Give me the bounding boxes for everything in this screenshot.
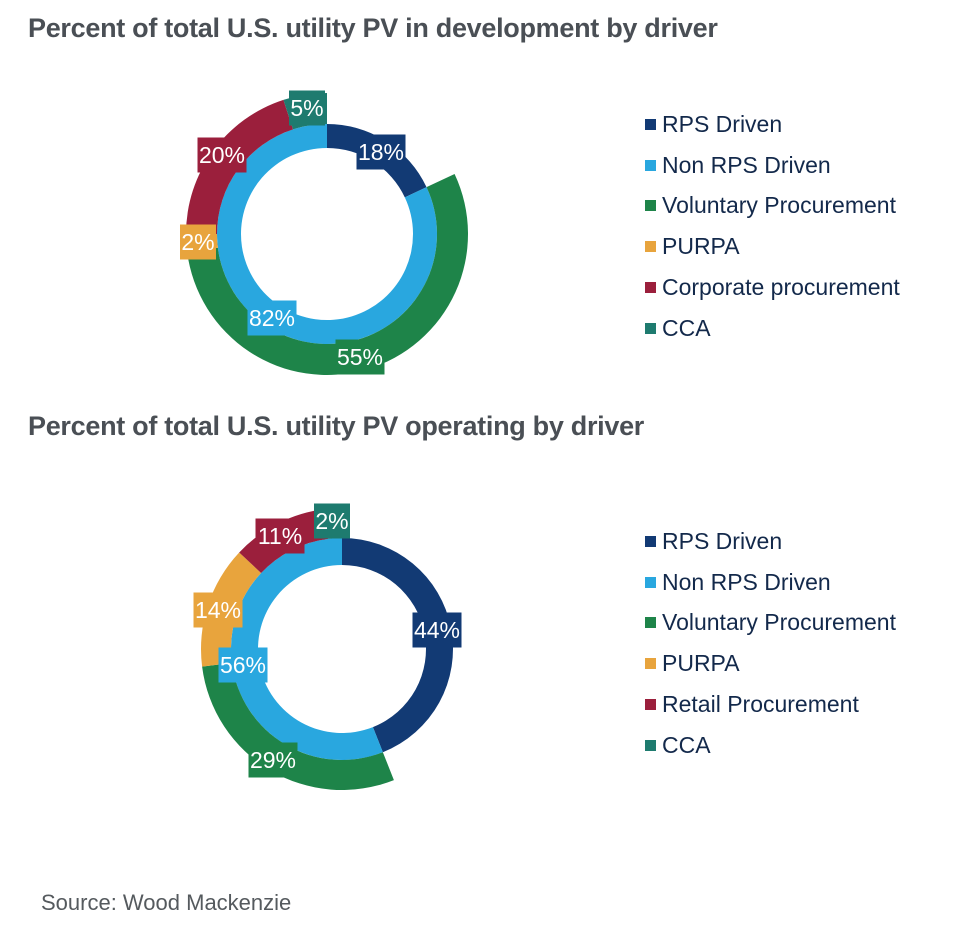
legend-item-cca: CCA	[645, 308, 900, 349]
cca-data-label-text: 5%	[290, 95, 323, 121]
voluntary-procurement-data-label-text: 29%	[250, 747, 296, 773]
retail-procurement-data-label: 11%	[255, 518, 305, 554]
cca-data-label: 5%	[289, 90, 325, 126]
legend-swatch-icon	[645, 159, 656, 171]
legend-swatch-icon	[645, 739, 656, 751]
legend-item-purpa: PURPA	[645, 643, 896, 684]
non-rps-driven-data-label-box	[247, 300, 297, 336]
legend-swatch-icon	[645, 699, 656, 711]
rps-driven-data-label-text: 18%	[358, 139, 404, 165]
legend-label: Voluntary Procurement	[662, 192, 896, 219]
legend-label: CCA	[662, 314, 711, 341]
legend-item-voluntary-procurement: Voluntary Procurement	[645, 603, 896, 644]
legend-label: RPS Driven	[662, 110, 783, 137]
legend-item-non-rps-driven: Non RPS Driven	[645, 562, 896, 603]
rps-driven-data-label-box	[356, 134, 406, 170]
cca-data-label-box	[314, 503, 350, 539]
cca-data-label-box	[289, 90, 325, 126]
legend-item-voluntary-procurement: Voluntary Procurement	[645, 186, 900, 227]
legend-swatch-icon	[645, 241, 656, 253]
legend-label: Non RPS Driven	[662, 151, 831, 178]
non-rps-driven-data-label: 82%	[247, 300, 297, 336]
voluntary-procurement-data-label: 55%	[335, 339, 385, 375]
legend-item-corporate-procurement: Corporate procurement	[645, 267, 900, 308]
purpa-data-label: 14%	[193, 592, 243, 628]
corporate-procurement-data-label-box	[197, 137, 247, 173]
legend-operating: RPS Driven Non RPS Driven Voluntary Procur…	[645, 521, 896, 766]
rps-driven-data-label-text: 44%	[414, 617, 460, 643]
inner-segment-rps-driven	[342, 538, 454, 753]
voluntary-procurement-data-label-box	[248, 742, 298, 778]
legend-label: PURPA	[662, 233, 740, 260]
inner-segment-non-rps-driven	[231, 538, 383, 760]
legend-item-rps-driven: RPS Driven	[645, 104, 900, 145]
legend-label: CCA	[662, 731, 711, 758]
legend-item-purpa: PURPA	[645, 226, 900, 267]
legend-swatch-icon	[645, 658, 656, 670]
voluntary-procurement-data-label-text: 55%	[337, 344, 383, 370]
legend-swatch-icon	[645, 200, 656, 212]
legend-label: Voluntary Procurement	[662, 609, 896, 636]
legend-development: RPS Driven Non RPS Driven Voluntary Procur…	[645, 104, 900, 349]
cca-data-label-text: 2%	[315, 508, 348, 534]
chart-title-development: Percent of total U.S. utility PV in deve…	[28, 13, 718, 43]
legend-label: Corporate procurement	[662, 274, 900, 301]
non-rps-driven-data-label-box	[218, 647, 268, 683]
legend-swatch-icon	[645, 322, 656, 334]
legend-label: PURPA	[662, 650, 740, 677]
rps-driven-data-label-box	[412, 612, 462, 648]
cca-data-label: 2%	[314, 503, 350, 539]
non-rps-driven-data-label-text: 82%	[249, 305, 295, 331]
legend-item-cca: CCA	[645, 725, 896, 766]
legend-item-non-rps-driven: Non RPS Driven	[645, 145, 900, 186]
non-rps-driven-data-label-text: 56%	[220, 652, 266, 678]
legend-swatch-icon	[645, 617, 656, 629]
legend-label: RPS Driven	[662, 527, 783, 554]
corporate-procurement-data-label-text: 20%	[199, 142, 245, 168]
legend-swatch-icon	[645, 118, 656, 130]
chart-title-operating: Percent of total U.S. utility PV operati…	[28, 411, 645, 441]
purpa-data-label: 2%	[180, 224, 216, 260]
voluntary-procurement-data-label-box	[335, 339, 385, 375]
retail-procurement-data-label-box	[255, 518, 305, 554]
retail-procurement-data-label-text: 11%	[258, 523, 302, 549]
legend-swatch-icon	[645, 576, 656, 588]
source-note: Source: Wood Mackenzie	[41, 890, 292, 915]
legend-swatch-icon	[645, 282, 656, 294]
rps-driven-data-label: 18%	[356, 134, 406, 170]
voluntary-procurement-data-label: 29%	[248, 742, 298, 778]
purpa-data-label-box	[180, 224, 216, 260]
legend-swatch-icon	[645, 535, 656, 547]
purpa-data-label-box	[193, 592, 243, 628]
legend-item-rps-driven: RPS Driven	[645, 521, 896, 562]
legend-label: Non RPS Driven	[662, 568, 831, 595]
legend-label: Retail Procurement	[662, 691, 859, 718]
rps-driven-data-label: 44%	[412, 612, 462, 648]
donut-chart-development: 55% 2% 20% 5% 18% 82%	[180, 90, 469, 376]
corporate-procurement-data-label: 20%	[197, 137, 247, 173]
purpa-data-label-text: 14%	[195, 597, 241, 623]
legend-item-retail-procurement: Retail Procurement	[645, 684, 896, 725]
purpa-data-label-text: 2%	[181, 229, 214, 255]
donut-chart-operating: 29% 14% 11% 2% 44% 56%	[193, 503, 462, 790]
non-rps-driven-data-label: 56%	[218, 647, 268, 683]
